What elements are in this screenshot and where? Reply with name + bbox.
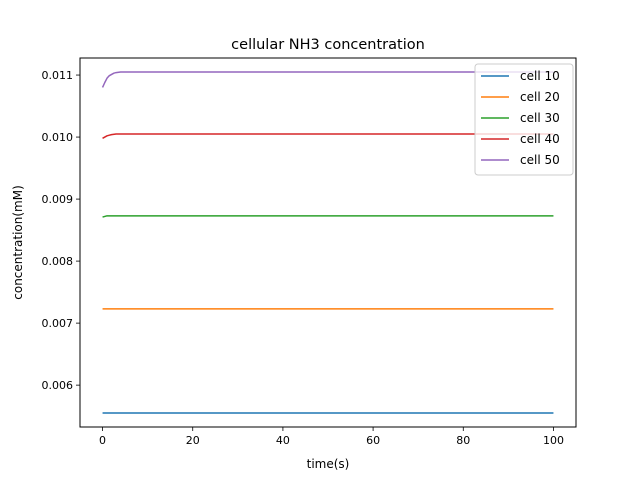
x-tick-label: 60 xyxy=(366,434,380,447)
legend-label-4: cell 40 xyxy=(520,132,560,146)
x-tick-label: 20 xyxy=(186,434,200,447)
x-tick-label: 0 xyxy=(99,434,106,447)
y-axis: 0.006 0.007 0.008 0.009 0.010 0.011 xyxy=(42,69,80,392)
legend-label-3: cell 30 xyxy=(520,111,560,125)
x-tick-label: 40 xyxy=(276,434,290,447)
chart-title: cellular NH3 concentration xyxy=(231,37,425,53)
x-axis-label: time(s) xyxy=(307,457,350,471)
y-tick-label: 0.008 xyxy=(42,255,74,268)
legend-label-5: cell 50 xyxy=(520,153,560,167)
legend: cell 10 cell 20 cell 30 cell 40 cell 50 xyxy=(474,63,574,176)
series-line-3 xyxy=(102,215,554,218)
series-line-4 xyxy=(102,133,554,139)
plot-frame xyxy=(79,57,577,428)
series-line-5 xyxy=(101,71,554,88)
series-layer xyxy=(101,71,554,414)
y-tick-label: 0.007 xyxy=(42,317,74,330)
y-tick-label: 0.006 xyxy=(42,379,74,392)
x-tick-label: 80 xyxy=(456,434,470,447)
y-tick-label: 0.010 xyxy=(42,131,74,144)
y-tick-label: 0.011 xyxy=(42,69,74,82)
legend-box xyxy=(474,63,574,176)
legend-label-2: cell 20 xyxy=(520,90,560,104)
x-tick-label: 100 xyxy=(543,434,564,447)
y-tick-label: 0.009 xyxy=(42,193,74,206)
y-axis-label: concentration(mM) xyxy=(11,185,25,300)
legend-label-1: cell 10 xyxy=(520,69,560,83)
x-axis: 0 20 40 60 80 100 xyxy=(99,427,564,447)
